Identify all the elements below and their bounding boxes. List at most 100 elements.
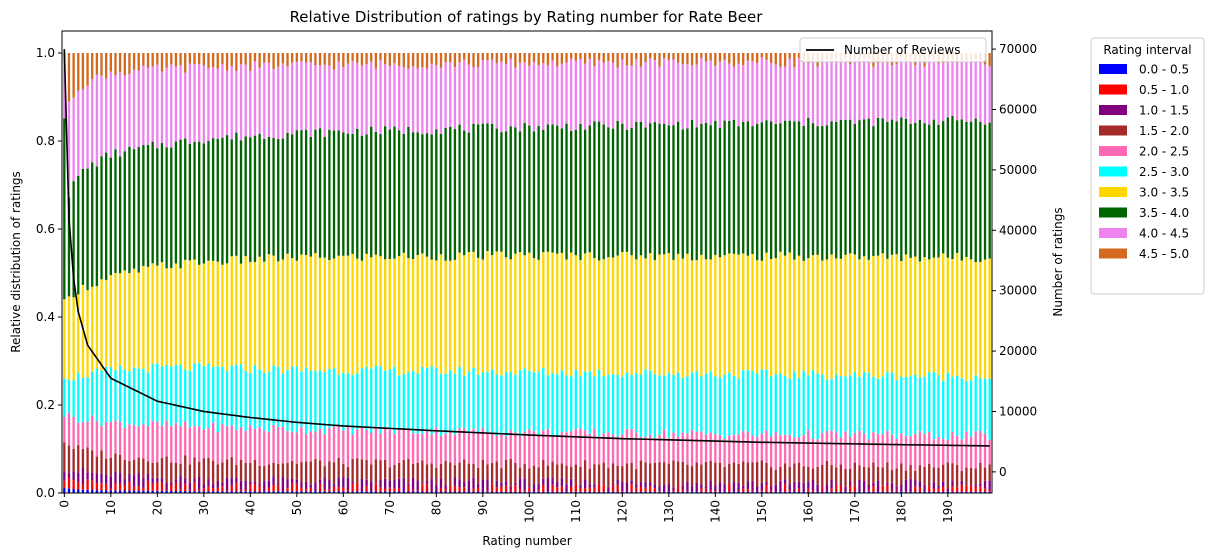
bar-segment [728, 53, 731, 64]
bar-segment [439, 491, 443, 493]
bar-segment [472, 123, 475, 252]
bar-segment [788, 434, 791, 468]
bar-segment [649, 53, 652, 59]
bar-segment [974, 468, 977, 485]
bar-segment [556, 53, 559, 67]
bar-segment [174, 364, 178, 423]
bar-segment [384, 53, 387, 65]
bar-segment [332, 130, 336, 259]
bar-segment [556, 125, 559, 254]
bar-stack-177 [886, 53, 889, 493]
bar-segment [909, 57, 912, 124]
bar-segment [676, 461, 680, 486]
bar-segment [337, 457, 340, 478]
bar-segment [742, 485, 745, 489]
bar-segment [867, 489, 870, 492]
bar-segment [132, 490, 136, 493]
bar-segment [969, 486, 973, 492]
bar-segment [86, 447, 89, 473]
bar-segment [207, 457, 210, 479]
bar-segment [174, 141, 178, 264]
bar-segment [323, 489, 326, 492]
bar-segment [551, 372, 554, 436]
bar-segment [876, 491, 880, 493]
y2-tick-label: 30000 [999, 284, 1037, 298]
bar-segment [639, 460, 643, 483]
bar-segment [895, 121, 898, 255]
bar-segment [146, 53, 150, 68]
bar-segment [211, 53, 215, 68]
bar-segment [565, 432, 568, 466]
bar-segment [142, 368, 145, 425]
bar-segment [849, 253, 852, 376]
bar-segment [872, 66, 875, 127]
bar-segment [67, 472, 71, 478]
bar-segment [105, 421, 108, 459]
bar-segment [225, 370, 229, 427]
bar-segment [416, 132, 419, 256]
bar-segment [118, 454, 122, 473]
bar-segment [230, 139, 233, 257]
x-axis-label: Rating number [482, 534, 571, 548]
bar-segment [960, 470, 963, 481]
bar-segment [955, 120, 959, 253]
bar-segment [597, 59, 601, 122]
bar-segment [105, 490, 108, 493]
bar-segment [793, 259, 796, 372]
bar-segment [979, 483, 982, 487]
bar-segment [179, 364, 182, 427]
bar-segment [463, 482, 466, 488]
bar-stack-131 [672, 53, 675, 493]
bar-stack-77 [421, 53, 424, 493]
bar-segment [342, 132, 345, 256]
bar-segment [165, 490, 168, 493]
bar-segment [114, 370, 117, 421]
bar-segment [969, 59, 973, 122]
bar-segment [509, 458, 512, 487]
bar-segment [932, 482, 936, 489]
bar-segment [211, 488, 215, 492]
bar-segment [895, 438, 898, 469]
bar-segment [198, 489, 201, 492]
bar-segment [286, 431, 289, 464]
bar-segment [402, 459, 405, 478]
bar-stack-0 [63, 53, 66, 493]
bar-segment [416, 373, 419, 434]
bar-segment [825, 491, 829, 493]
bar-segment [309, 137, 312, 257]
bar-segment [388, 480, 391, 488]
bar-segment [528, 125, 531, 253]
bar-segment [616, 465, 619, 480]
line-legend: Number of Reviews [799, 37, 987, 63]
bar-segment [853, 486, 856, 492]
bar-segment [528, 487, 531, 492]
bar-segment [537, 65, 540, 126]
bar-segment [830, 62, 833, 122]
bar-segment [625, 372, 629, 430]
bar-segment [202, 65, 205, 144]
bar-segment [714, 434, 717, 463]
bar-segment [258, 484, 261, 487]
bar-segment [570, 486, 573, 492]
bar-segment [816, 254, 819, 374]
bar-stack-135 [690, 53, 694, 493]
bar-segment [523, 123, 526, 256]
bar-segment [267, 431, 271, 465]
bar-segment [146, 425, 150, 462]
bar-segment [821, 491, 824, 493]
bar-segment [537, 490, 540, 492]
bar-segment [207, 68, 210, 142]
bar-segment [635, 491, 638, 493]
bar-segment [481, 372, 484, 428]
bar-segment [509, 489, 512, 492]
bar-segment [374, 426, 378, 460]
bar-segment [523, 431, 526, 465]
bar-segment [588, 487, 591, 492]
x-tick-label: 190 [941, 500, 955, 523]
bar-segment [207, 363, 210, 429]
bar-segment [109, 275, 112, 368]
bar-segment [393, 464, 396, 481]
bar-segment [895, 254, 898, 381]
bar-segment [955, 375, 959, 436]
bar-segment [300, 482, 303, 488]
